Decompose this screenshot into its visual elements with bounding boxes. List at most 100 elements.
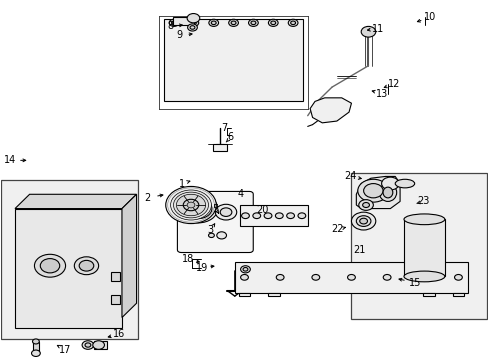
- Circle shape: [418, 274, 426, 280]
- Circle shape: [215, 204, 236, 220]
- Text: 17: 17: [59, 345, 72, 355]
- Circle shape: [176, 194, 205, 216]
- Circle shape: [165, 186, 216, 224]
- Bar: [212, 144, 227, 152]
- Text: 19: 19: [195, 262, 207, 273]
- Circle shape: [287, 19, 297, 26]
- Circle shape: [270, 21, 275, 24]
- Bar: [164, 19, 302, 102]
- Text: 2: 2: [144, 193, 150, 203]
- Bar: [452, 293, 463, 296]
- Circle shape: [383, 274, 390, 280]
- Circle shape: [169, 19, 179, 26]
- Circle shape: [187, 14, 200, 23]
- Circle shape: [276, 274, 284, 280]
- Circle shape: [171, 21, 176, 24]
- Text: 13: 13: [375, 89, 387, 99]
- Ellipse shape: [394, 179, 414, 188]
- Bar: [111, 296, 119, 304]
- Circle shape: [240, 274, 248, 280]
- Polygon shape: [15, 194, 136, 208]
- Circle shape: [241, 213, 249, 219]
- Text: 20: 20: [255, 205, 267, 215]
- Ellipse shape: [403, 271, 444, 282]
- Circle shape: [356, 216, 370, 226]
- Text: 24: 24: [344, 171, 356, 181]
- Circle shape: [381, 177, 398, 190]
- Circle shape: [275, 213, 283, 219]
- Circle shape: [93, 341, 104, 349]
- Text: 16: 16: [113, 329, 125, 339]
- Ellipse shape: [382, 187, 392, 198]
- Ellipse shape: [378, 184, 396, 202]
- Text: 18: 18: [182, 254, 194, 264]
- Bar: [1, 180, 137, 339]
- Circle shape: [208, 19, 218, 26]
- Circle shape: [183, 199, 199, 211]
- Circle shape: [187, 24, 197, 31]
- Circle shape: [454, 274, 461, 280]
- Text: 22: 22: [331, 224, 344, 234]
- Circle shape: [361, 26, 375, 37]
- Circle shape: [191, 21, 196, 24]
- Circle shape: [290, 21, 295, 24]
- Circle shape: [85, 343, 91, 347]
- Circle shape: [79, 260, 94, 271]
- Circle shape: [357, 179, 388, 202]
- Circle shape: [362, 203, 369, 207]
- Circle shape: [220, 208, 231, 216]
- Text: 3: 3: [207, 225, 213, 235]
- Circle shape: [363, 184, 382, 198]
- Circle shape: [74, 257, 99, 275]
- FancyBboxPatch shape: [177, 192, 253, 252]
- Circle shape: [187, 202, 195, 208]
- Circle shape: [231, 21, 236, 24]
- Bar: [351, 173, 486, 319]
- Circle shape: [179, 194, 217, 223]
- Circle shape: [359, 218, 367, 224]
- Text: 6: 6: [227, 132, 233, 142]
- Bar: [423, 293, 434, 296]
- Text: 1: 1: [179, 179, 185, 189]
- Text: 7: 7: [221, 123, 227, 133]
- Circle shape: [297, 213, 305, 219]
- Circle shape: [358, 200, 372, 210]
- Bar: [173, 17, 194, 25]
- Text: 21: 21: [352, 245, 365, 255]
- Circle shape: [34, 254, 65, 277]
- Text: 15: 15: [407, 278, 420, 288]
- Text: 14: 14: [4, 156, 16, 165]
- Circle shape: [228, 19, 238, 26]
- Text: 11: 11: [371, 23, 384, 33]
- Bar: [403, 219, 444, 276]
- Circle shape: [351, 212, 375, 230]
- Circle shape: [268, 19, 278, 26]
- Bar: [111, 272, 119, 281]
- Circle shape: [211, 21, 216, 24]
- Text: 10: 10: [423, 13, 435, 22]
- Polygon shape: [15, 208, 122, 328]
- Circle shape: [82, 341, 94, 349]
- Circle shape: [240, 266, 250, 273]
- Circle shape: [216, 232, 226, 239]
- Circle shape: [311, 274, 319, 280]
- Text: 12: 12: [387, 78, 400, 89]
- Bar: [33, 342, 39, 353]
- Circle shape: [40, 258, 60, 273]
- Bar: [267, 293, 279, 296]
- Circle shape: [170, 190, 211, 220]
- Circle shape: [32, 339, 39, 344]
- Polygon shape: [122, 194, 136, 318]
- Bar: [238, 293, 250, 296]
- Circle shape: [173, 192, 208, 218]
- Circle shape: [188, 19, 198, 26]
- Circle shape: [190, 26, 195, 29]
- Bar: [234, 262, 467, 293]
- Circle shape: [184, 199, 211, 219]
- Ellipse shape: [403, 214, 444, 225]
- Circle shape: [264, 213, 271, 219]
- Circle shape: [286, 213, 294, 219]
- Text: 9: 9: [176, 30, 183, 40]
- Circle shape: [252, 213, 260, 219]
- Polygon shape: [356, 176, 399, 208]
